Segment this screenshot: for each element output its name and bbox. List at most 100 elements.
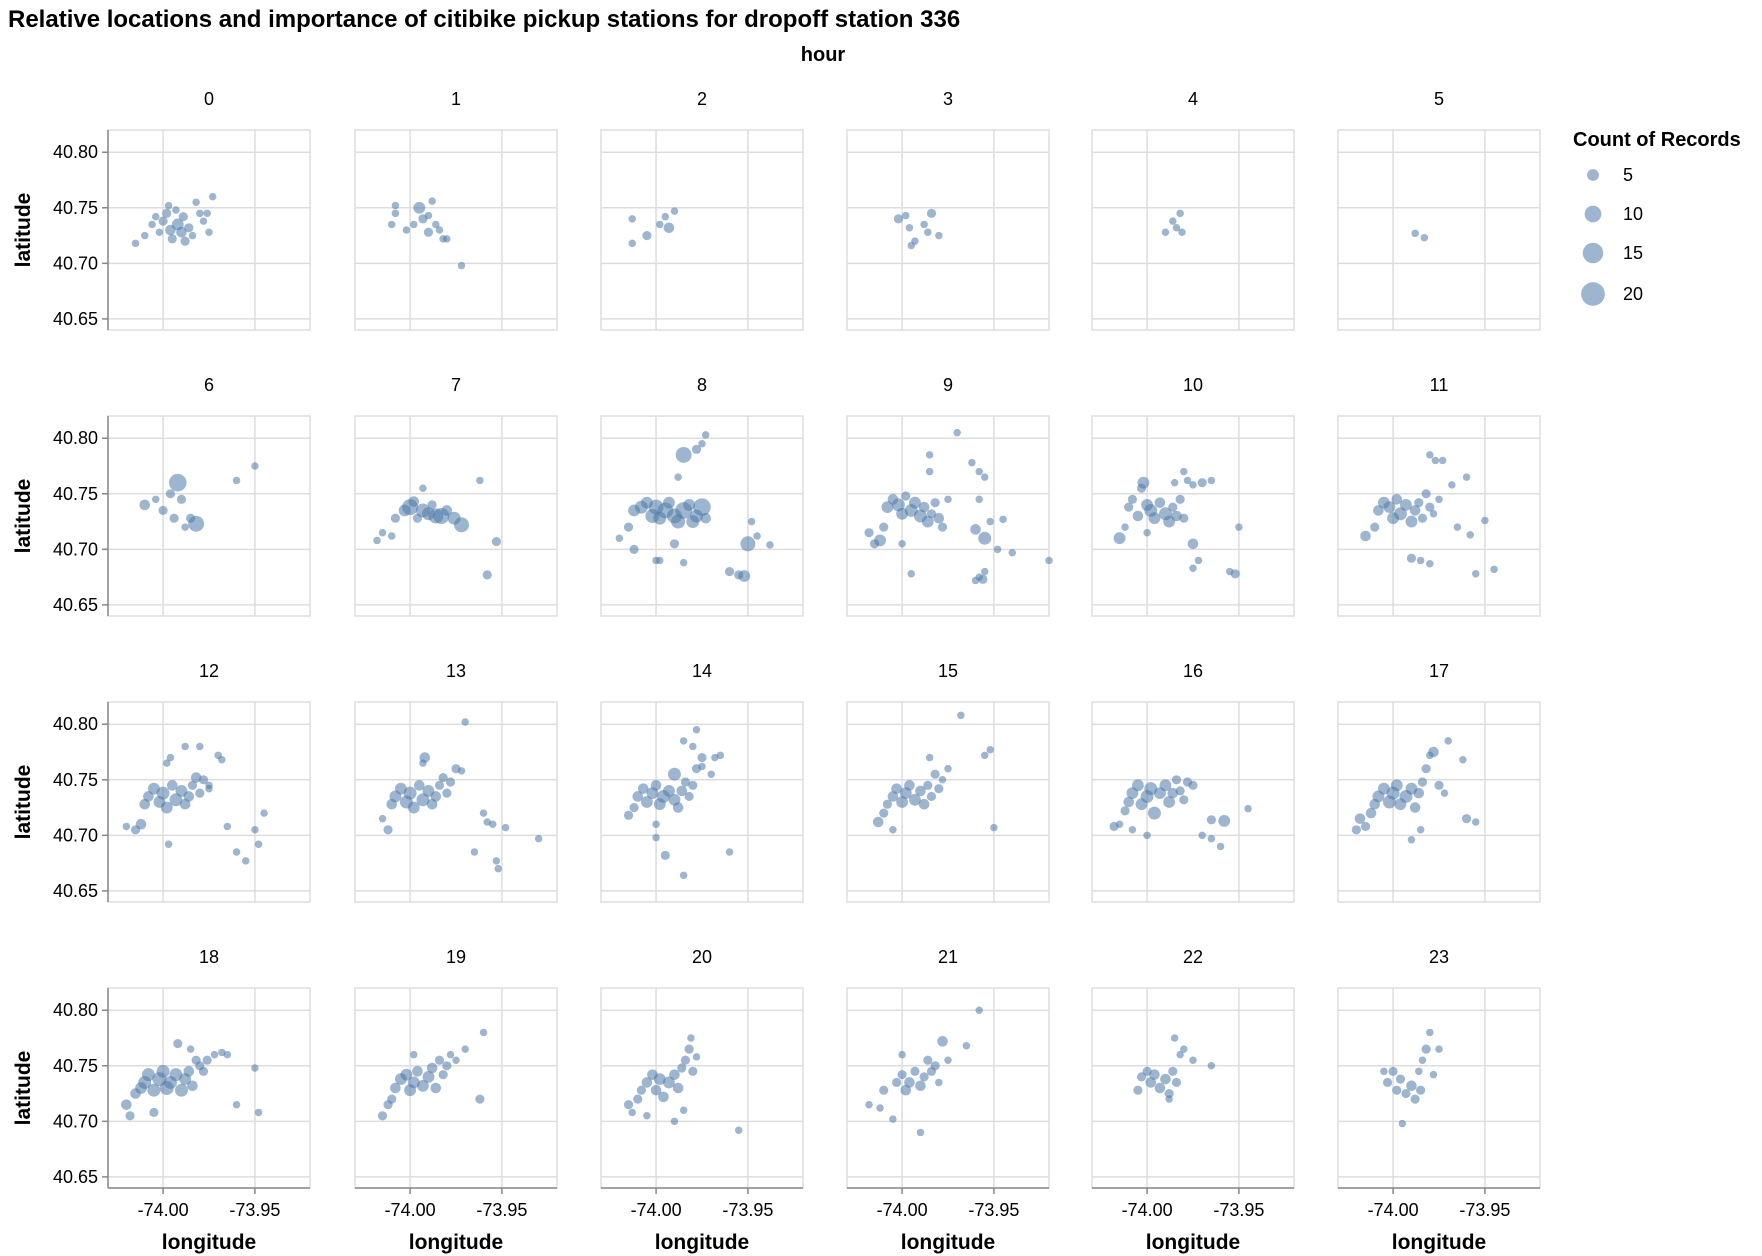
data-point [1425,502,1435,512]
data-point [901,491,911,501]
facet-panel: 20 -74.00 -73.95 longitude [600,947,804,1254]
data-point [986,746,994,754]
data-point [1354,813,1366,824]
data-point [1383,501,1396,514]
data-point [898,540,906,548]
data-point [163,759,171,767]
data-point [1206,815,1216,825]
data-point [650,780,662,791]
data-point [667,767,681,781]
points [377,1028,488,1121]
data-point [158,505,168,516]
facet-label: 12 [199,661,219,681]
data-point [1218,814,1231,827]
data-point [701,431,710,439]
data-point [169,793,183,807]
data-point [1137,476,1150,489]
legend: Count of Records 5 10 15 20 [1573,129,1741,306]
data-point [663,222,675,234]
data-point [1131,779,1144,792]
x-axis-title: longitude [1146,1231,1240,1254]
data-point [443,235,451,243]
data-point [933,512,945,524]
x-tick-label: -74.00 [877,1200,928,1220]
data-point [680,777,691,787]
data-point [874,534,886,547]
facet-label: 6 [204,375,214,395]
data-point [919,1072,929,1082]
data-point [186,1045,195,1053]
data-point [205,228,213,236]
facet-label: 3 [943,89,953,109]
legend-items: 5 10 15 20 [1581,165,1643,306]
data-point [1416,556,1425,565]
points [1380,1028,1443,1128]
data-point [1154,1082,1166,1094]
y-axis-title: latitude [12,479,35,554]
data-point [1462,473,1471,481]
data-point [1189,1056,1197,1064]
data-point [1426,451,1434,459]
y-tick-label: 40.65 [53,309,98,329]
panel-frame [600,415,804,617]
data-point [198,775,209,785]
data-point [199,217,208,225]
panel-frame [354,987,558,1189]
data-point [1171,775,1182,785]
x-tick-label: -73.95 [1459,1200,1510,1220]
data-point [196,209,204,218]
facet-panel: 14 [600,661,804,903]
data-point [1175,786,1185,796]
data-point [930,769,940,779]
data-point [615,534,624,542]
data-point [1171,510,1182,522]
y-tick-label: 40.65 [53,1167,98,1187]
data-point [155,228,164,236]
data-point [652,833,660,842]
facet-panel: 11 [1337,375,1541,617]
data-point [424,211,433,220]
data-point [1169,217,1177,225]
facet-label: 14 [692,661,712,681]
data-point [164,201,173,210]
y-tick-label: 40.80 [53,142,98,162]
data-point [428,197,436,205]
data-point [876,1104,884,1112]
panel-frame [1337,129,1541,331]
facet-panel: 5 [1337,89,1541,331]
data-point [1434,780,1444,790]
data-point [166,753,175,762]
data-point [1179,513,1189,523]
x-axis-title: longitude [1392,1231,1486,1254]
data-point [643,1112,651,1120]
data-point [1360,821,1371,832]
facet-label: 23 [1429,947,1449,967]
data-point [938,776,947,784]
data-point [205,784,213,793]
data-point [661,212,670,221]
data-point [930,1061,940,1071]
data-point [1471,818,1480,826]
panel-frame [107,701,311,903]
data-point [419,484,427,492]
x-tick-label: -74.00 [1368,1200,1419,1220]
x-tick-label: -73.95 [229,1200,280,1220]
panel-frame [1091,415,1295,617]
data-point [1438,456,1447,465]
data-point [1008,548,1017,557]
data-point [203,209,211,218]
data-point [879,1085,889,1095]
data-point [195,788,205,798]
data-point [488,820,497,828]
data-point [684,1044,694,1054]
y-tick-label: 40.75 [53,1056,98,1076]
data-point [962,1042,971,1050]
panel-frame [1091,987,1295,1189]
data-point [1382,1077,1393,1088]
data-point [492,857,501,865]
data-point [1230,569,1240,579]
data-point [494,864,502,873]
x-axis-title: longitude [162,1231,256,1254]
x-tick-label: -74.00 [631,1200,682,1220]
data-point [1401,1088,1411,1099]
